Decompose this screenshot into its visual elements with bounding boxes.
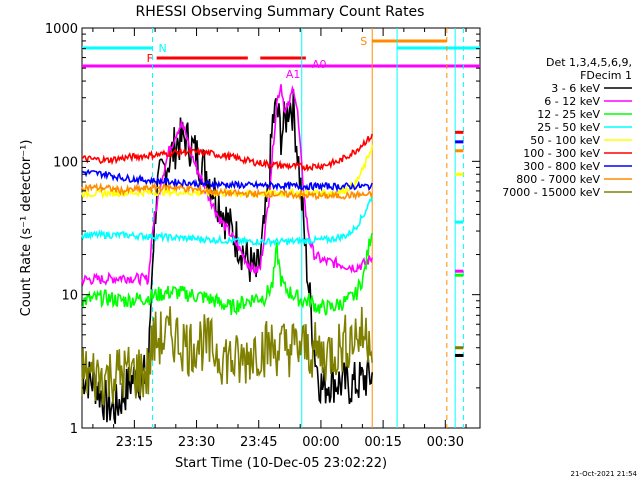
series-line	[81, 144, 373, 200]
series-line	[81, 181, 373, 201]
legend-label: 7000 - 15000 keV	[502, 186, 600, 199]
series-line	[81, 306, 373, 406]
saa-label: S	[360, 35, 367, 48]
series-group	[81, 84, 464, 425]
x-tick-label: 00:30	[427, 435, 464, 450]
series-line	[81, 84, 373, 287]
y-axis: 1 10 100 1000	[45, 22, 480, 437]
legend-label: 800 - 7000 keV	[516, 173, 600, 186]
chart-title: RHESSI Observing Summary Count Rates	[136, 4, 425, 20]
legend-label: 12 - 25 keV	[537, 108, 600, 121]
y-tick-label: 1000	[45, 22, 78, 37]
x-tick-label: 00:15	[364, 435, 401, 450]
plot-frame	[81, 27, 481, 429]
legend-label: 25 - 50 keV	[537, 121, 600, 134]
series-line	[81, 232, 373, 316]
attenuator-label: A1	[286, 68, 301, 81]
y-tick-label: 1	[70, 422, 78, 437]
legend-label: 300 - 800 keV	[523, 160, 600, 173]
series-line	[81, 168, 373, 193]
timestamp: 21-Oct-2021 21:54	[571, 470, 638, 478]
x-axis-label: Start Time (10-Dec-05 23:02:22)	[175, 456, 387, 471]
legend-label: 6 - 12 keV	[544, 95, 600, 108]
y-tick-label: 100	[53, 155, 78, 170]
observation-annotations: NFA0A1S	[82, 35, 480, 81]
y-tick-label: 10	[61, 289, 78, 304]
series-line	[81, 196, 373, 248]
x-tick-label: 23:15	[116, 435, 153, 450]
series-line	[81, 133, 373, 173]
night-label: N	[158, 42, 166, 55]
x-tick-label: 23:45	[240, 435, 277, 450]
x-tick-label: 23:30	[178, 435, 215, 450]
x-axis: 23:15 23:30 23:45 00:00 00:15 00:30	[92, 28, 467, 450]
legend-header: FDecim 1	[580, 69, 632, 82]
x-tick-label: 00:00	[302, 435, 339, 450]
legend-label: 100 - 300 keV	[523, 147, 600, 160]
flare-label: F	[147, 52, 153, 65]
legend-label: 3 - 6 keV	[551, 82, 600, 95]
legend-label: 50 - 100 keV	[530, 134, 600, 147]
legend-header: Det 1,3,4,5,6,9,	[546, 56, 632, 69]
y-axis-label: Count Rate (s⁻¹ detector⁻¹)	[19, 140, 34, 317]
